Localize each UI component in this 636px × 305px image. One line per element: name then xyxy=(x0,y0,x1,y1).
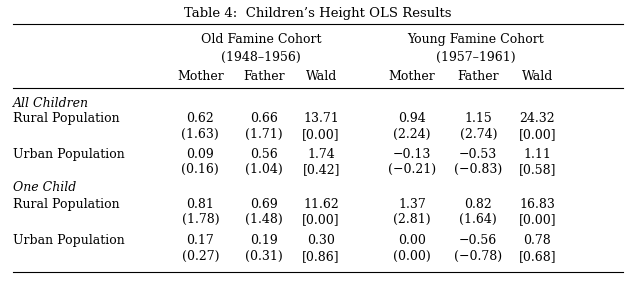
Text: (2.74): (2.74) xyxy=(460,128,497,141)
Text: (−0.21): (−0.21) xyxy=(388,163,436,176)
Text: 0.69: 0.69 xyxy=(250,198,278,211)
Text: 16.83: 16.83 xyxy=(520,198,555,211)
Text: One Child: One Child xyxy=(13,181,76,194)
Text: 0.30: 0.30 xyxy=(307,235,335,247)
Text: 0.66: 0.66 xyxy=(250,113,278,125)
Text: (1.71): (1.71) xyxy=(245,128,283,141)
Text: Table 4:  Children’s Height OLS Results: Table 4: Children’s Height OLS Results xyxy=(184,7,452,20)
Text: All Children: All Children xyxy=(13,97,88,110)
Text: (0.31): (0.31) xyxy=(245,250,283,263)
Text: 0.78: 0.78 xyxy=(523,235,551,247)
Text: 0.82: 0.82 xyxy=(464,198,492,211)
Text: [0.86]: [0.86] xyxy=(302,250,340,263)
Text: Father: Father xyxy=(457,70,499,83)
Text: 1.74: 1.74 xyxy=(307,148,335,160)
Text: (1957–1961): (1957–1961) xyxy=(436,52,516,64)
Text: −0.53: −0.53 xyxy=(459,148,497,160)
Text: Urban Population: Urban Population xyxy=(13,235,125,247)
Text: 0.19: 0.19 xyxy=(250,235,278,247)
Text: 0.81: 0.81 xyxy=(186,198,214,211)
Text: 0.17: 0.17 xyxy=(186,235,214,247)
Text: Wald: Wald xyxy=(305,70,337,83)
Text: Father: Father xyxy=(243,70,285,83)
Text: (−0.78): (−0.78) xyxy=(454,250,502,263)
Text: (1.64): (1.64) xyxy=(459,213,497,226)
Text: [0.58]: [0.58] xyxy=(519,163,556,176)
Text: (0.00): (0.00) xyxy=(393,250,431,263)
Text: (1.48): (1.48) xyxy=(245,213,283,226)
Text: Mother: Mother xyxy=(389,70,436,83)
Text: 1.15: 1.15 xyxy=(464,113,492,125)
Text: 0.09: 0.09 xyxy=(186,148,214,160)
Text: [0.00]: [0.00] xyxy=(302,213,340,226)
Text: (2.24): (2.24) xyxy=(394,128,431,141)
Text: −0.56: −0.56 xyxy=(459,235,497,247)
Text: Mother: Mother xyxy=(177,70,224,83)
Text: Rural Population: Rural Population xyxy=(13,113,120,125)
Text: Old Famine Cohort: Old Famine Cohort xyxy=(200,33,321,46)
Text: [0.00]: [0.00] xyxy=(518,213,556,226)
Text: 13.71: 13.71 xyxy=(303,113,339,125)
Text: 24.32: 24.32 xyxy=(520,113,555,125)
Text: [0.00]: [0.00] xyxy=(302,128,340,141)
Text: [0.42]: [0.42] xyxy=(303,163,340,176)
Text: 1.11: 1.11 xyxy=(523,148,551,160)
Text: (1948–1956): (1948–1956) xyxy=(221,52,301,64)
Text: (−0.83): (−0.83) xyxy=(454,163,502,176)
Text: (0.27): (0.27) xyxy=(182,250,219,263)
Text: (0.16): (0.16) xyxy=(181,163,219,176)
Text: Rural Population: Rural Population xyxy=(13,198,120,211)
Text: 11.62: 11.62 xyxy=(303,198,339,211)
Text: (1.63): (1.63) xyxy=(181,128,219,141)
Text: 0.00: 0.00 xyxy=(398,235,426,247)
Text: Wald: Wald xyxy=(522,70,553,83)
Text: 0.94: 0.94 xyxy=(398,113,426,125)
Text: (1.04): (1.04) xyxy=(245,163,283,176)
Text: [0.00]: [0.00] xyxy=(518,128,556,141)
Text: −0.13: −0.13 xyxy=(393,148,431,160)
Text: Urban Population: Urban Population xyxy=(13,148,125,160)
Text: 1.37: 1.37 xyxy=(398,198,426,211)
Text: [0.68]: [0.68] xyxy=(518,250,556,263)
Text: Young Famine Cohort: Young Famine Cohort xyxy=(407,33,544,46)
Text: 0.56: 0.56 xyxy=(250,148,278,160)
Text: (1.78): (1.78) xyxy=(181,213,219,226)
Text: (2.81): (2.81) xyxy=(393,213,431,226)
Text: 0.62: 0.62 xyxy=(186,113,214,125)
